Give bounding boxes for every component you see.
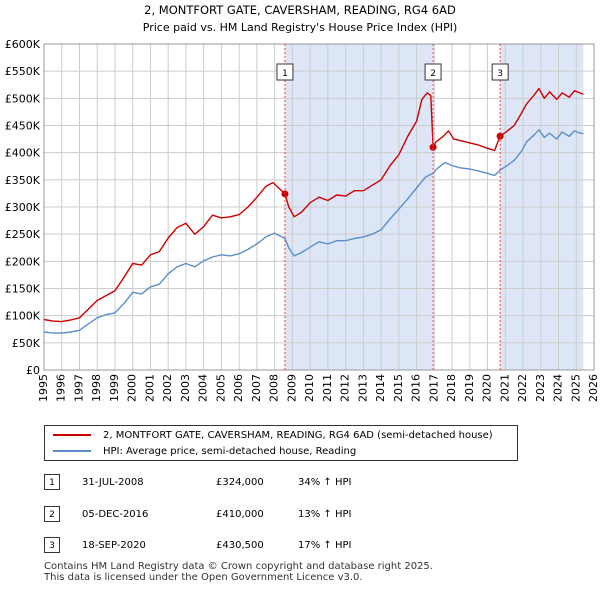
x-tick-label: 2010 [303, 374, 316, 402]
sale-hpi-change: 13% ↑ HPI [298, 509, 352, 520]
x-tick-label: 2005 [214, 374, 227, 402]
x-tick-label: 1999 [108, 374, 121, 402]
x-tick-label: 2019 [463, 374, 476, 402]
x-tick-label: 1996 [55, 374, 68, 402]
x-tick-label: 2006 [232, 374, 245, 402]
sale-marker-label: 3 [497, 69, 503, 79]
sale-number-badge: 3 [44, 537, 60, 553]
x-tick-label: 2004 [197, 374, 210, 402]
sale-point [429, 143, 437, 151]
sale-date: 31-JUL-2008 [82, 477, 144, 488]
price-chart: 2, MONTFORT GATE, CAVERSHAM, READING, RG… [5, 3, 600, 402]
y-tick-label: £550K [5, 65, 41, 78]
x-tick-label: 2013 [356, 374, 369, 402]
y-tick-label: £200K [5, 255, 41, 268]
x-tick-label: 2002 [161, 374, 174, 402]
sale-hpi-change: 34% ↑ HPI [298, 477, 352, 488]
legend-swatch-hpi [53, 450, 91, 452]
y-tick-label: £450K [5, 120, 41, 133]
x-tick-label: 2023 [534, 374, 547, 402]
x-tick-label: 2026 [587, 374, 600, 402]
y-tick-label: £400K [5, 147, 41, 160]
y-tick-label: £250K [5, 228, 41, 241]
sale-marker-box [276, 63, 294, 81]
x-tick-label: 2015 [392, 374, 405, 402]
x-tick-label: 2017 [427, 374, 440, 402]
x-tick-label: 2020 [481, 374, 494, 402]
sale-number-badge: 2 [44, 506, 60, 522]
y-tick-label: £150K [5, 283, 41, 296]
x-tick-label: 2012 [339, 374, 352, 402]
legend-price-label: 2, MONTFORT GATE, CAVERSHAM, READING, RG… [103, 430, 493, 441]
y-tick-label: £50K [12, 337, 41, 350]
y-tick-label: £600K [5, 38, 41, 51]
legend-item-price: 2, MONTFORT GATE, CAVERSHAM, READING, RG… [53, 429, 493, 443]
x-tick-label: 1998 [90, 374, 103, 402]
legend-hpi-label: HPI: Average price, semi-detached house,… [103, 446, 357, 457]
y-tick-label: £100K [5, 310, 41, 323]
x-tick-label: 2000 [126, 374, 139, 402]
legend: 2, MONTFORT GATE, CAVERSHAM, READING, RG… [44, 425, 518, 461]
y-tick-label: £0 [26, 364, 40, 377]
chart-title: 2, MONTFORT GATE, CAVERSHAM, READING, RG… [144, 3, 456, 17]
sale-marker-label: 1 [282, 69, 288, 79]
x-tick-label: 1995 [37, 374, 50, 402]
y-tick-label: £300K [5, 201, 41, 214]
x-tick-label: 2009 [285, 374, 298, 402]
legend-swatch-price [53, 434, 91, 436]
sale-price: £410,000 [216, 509, 264, 520]
footer-copyright: Contains HM Land Registry data © Crown c… [44, 561, 433, 572]
sale-marker-label: 2 [430, 69, 436, 79]
plot-frame [43, 43, 595, 371]
sale-price: £324,000 [216, 477, 264, 488]
x-tick-label: 2021 [498, 374, 511, 402]
x-tick-label: 2007 [250, 374, 263, 402]
chart-subtitle: Price paid vs. HM Land Registry's House … [143, 21, 458, 34]
x-tick-label: 2008 [268, 374, 281, 402]
x-tick-label: 1997 [72, 374, 85, 402]
x-tick-label: 2003 [179, 374, 192, 402]
y-tick-label: £350K [5, 174, 41, 187]
sale-price: £430,500 [216, 540, 264, 551]
x-tick-label: 2022 [516, 374, 529, 402]
footer-licence: This data is licensed under the Open Gov… [44, 572, 363, 583]
sale-marker-box [424, 63, 442, 81]
x-tick-label: 2018 [445, 374, 458, 402]
y-tick-label: £500K [5, 92, 41, 105]
x-tick-label: 2014 [374, 374, 387, 402]
sale-date: 05-DEC-2016 [82, 509, 149, 520]
sale-date: 18-SEP-2020 [82, 540, 146, 551]
x-tick-label: 2011 [321, 374, 334, 402]
hpi-line [43, 129, 584, 334]
sale-hpi-change: 17% ↑ HPI [298, 540, 352, 551]
footer: Contains HM Land Registry data © Crown c… [44, 561, 433, 583]
x-tick-label: 2016 [410, 374, 423, 402]
sale-marker-box [491, 63, 509, 81]
x-tick-label: 2001 [143, 374, 156, 402]
price-line [43, 87, 584, 323]
x-tick-label: 2025 [569, 374, 582, 402]
legend-item-hpi: HPI: Average price, semi-detached house,… [53, 445, 356, 459]
sale-number-badge: 1 [44, 474, 60, 490]
x-tick-label: 2024 [552, 374, 565, 402]
